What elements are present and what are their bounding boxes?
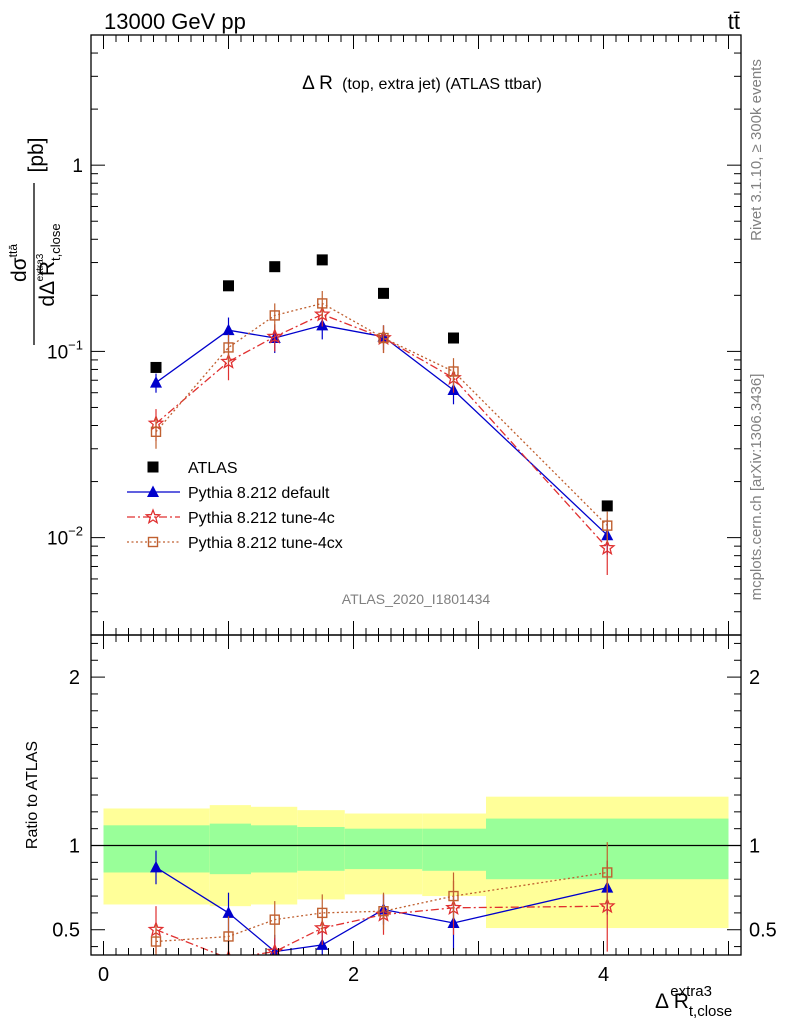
ratio-point-default-0: [150, 860, 162, 873]
legend-label-tune4c: Pythia 8.212 tune-4c: [188, 510, 335, 527]
main-ytick-label: 10−2: [47, 524, 83, 550]
main-point-tune4cx-0: [150, 426, 162, 438]
ylabel-unit: [pb]: [25, 137, 48, 172]
ratio-point-tune4cx-5: [448, 890, 459, 902]
ratio-ytick-label-left: 2: [69, 667, 80, 689]
main-point-atlas-4: [378, 287, 389, 299]
ratio-point-tune4cx-4: [378, 906, 389, 917]
xlabel-sub: t,close: [689, 1003, 732, 1020]
header-energy-label: 13000 GeV pp: [104, 9, 246, 34]
legend-label-atlas: ATLAS: [188, 460, 238, 477]
analysis-tag: ATLAS_2020_I1801434: [342, 591, 491, 607]
main-point-atlas-0: [150, 361, 162, 373]
xtick-label: 0: [98, 964, 109, 986]
ratio-point-default-1: [222, 906, 235, 918]
xlabel-main: Δ R: [655, 990, 689, 1013]
ratio-ytick-label-left: 0.5: [52, 920, 80, 942]
main-series-tune4cx: [150, 291, 613, 543]
main-point-atlas-3: [316, 254, 328, 266]
ratio-ytick-label-right: 0.5: [749, 920, 777, 942]
legend-item-tune4c: Pythia 8.212 tune-4c: [127, 508, 335, 527]
ratio-point-tune4cx-1: [223, 931, 234, 942]
main-line-default: [155, 324, 608, 536]
legend: ATLAS Pythia 8.212 default Pythia 8.212 tu…: [127, 460, 343, 552]
main-point-tune4cx-3: [317, 298, 328, 309]
xtick-label: 4: [598, 964, 609, 986]
main-point-atlas-6: [601, 500, 613, 512]
ratio-point-tune4c-6: [598, 897, 616, 914]
uncertainty-band-inner-3: [297, 827, 345, 871]
legend-marker-default: [147, 485, 159, 497]
ratio-point-tune4cx-6: [602, 867, 613, 878]
main-point-atlas-1: [223, 280, 234, 292]
title-detail: (top, extra jet) (ATLAS ttbar): [342, 76, 542, 93]
main-plot-title: Δ R (top, extra jet) (ATLAS ttbar): [302, 73, 542, 94]
uncertainty-band-inner-2: [251, 825, 298, 873]
ratio-ytick-label-right: 2: [749, 667, 760, 689]
ratio-point-tune4cx-2: [269, 914, 280, 925]
legend-item-default: Pythia 8.212 default: [127, 485, 330, 502]
rivet-info-text: Rivet 3.1.10, ≥ 300k events: [748, 59, 765, 241]
ylabel-numerator: dσ: [8, 257, 31, 282]
ylabel-denominator: dΔ R: [36, 261, 59, 307]
main-point-tune4c-2: [266, 327, 284, 344]
main-point-tune4cx-2: [269, 310, 280, 321]
uncertainty-band-inner-5: [422, 828, 486, 871]
main-point-tune4cx-6: [602, 520, 613, 531]
legend-item-tune4cx: Pythia 8.212 tune-4cx: [127, 535, 343, 552]
ratio-point-tune4cx-0: [150, 936, 162, 947]
main-point-atlas-5: [448, 332, 459, 344]
svg-text:dΔ Rt,closeextra3: dΔ Rt,closeextra3: [35, 223, 63, 306]
ylabel-denominator-sub: t,close: [48, 223, 63, 261]
main-point-tune4cx-5: [448, 366, 459, 377]
main-point-default-1: [222, 323, 235, 336]
main-point-tune4c-1: [220, 352, 237, 369]
main-point-atlas-2: [269, 261, 281, 273]
uncertainty-band-inner-4: [344, 828, 423, 870]
main-point-tune4cx-1: [223, 342, 234, 353]
legend-item-atlas: ATLAS: [147, 460, 238, 477]
ratio-y-axis-label: Ratio to ATLAS: [24, 741, 41, 849]
main-ytick-label: 10−1: [47, 337, 83, 363]
ratio-ytick-label-right: 1: [749, 836, 760, 858]
ratio-point-tune4cx-3: [317, 907, 328, 919]
legend-label-tune4cx: Pythia 8.212 tune-4cx: [188, 535, 343, 552]
ratio-ytick-label-left: 1: [69, 836, 80, 858]
title-observable: Δ R: [302, 73, 333, 94]
main-point-tune4c-6: [598, 539, 616, 556]
main-y-axis-label: dσttā dΔ Rt,closeextra3 [pb]: [6, 137, 63, 345]
uncertainty-band-inner-1: [209, 823, 251, 875]
ylabel-denominator-sup: extra3: [35, 253, 46, 281]
xtick-label: 2: [348, 964, 359, 986]
main-ytick-label: 1: [72, 156, 83, 177]
main-point-tune4cx-4: [378, 332, 389, 344]
main-point-default-0: [150, 376, 162, 388]
main-panel: 10−2 10−1 1 ATLAS Pythia 8.212 default Pythia…: [47, 34, 742, 636]
legend-label-default: Pythia 8.212 default: [188, 485, 330, 502]
mcplots-info-text: mcplots.cern.ch [arXiv:1306.3436]: [748, 374, 765, 601]
legend-marker-tune4c: [144, 508, 162, 525]
header-process-label: tt̄: [728, 9, 740, 34]
ylabel-numerator-sup: ttā: [6, 244, 20, 258]
legend-marker-tune4cx: [147, 536, 159, 548]
svg-text:dσttā: dσttā: [6, 244, 31, 282]
ratio-panel: 0.5 0.5 1 1 2 2 0 2 4: [52, 634, 777, 986]
main-series-atlas: [150, 254, 613, 512]
ratio-series-tune4cx: [150, 842, 613, 955]
x-axis-label: Δ Rt,close extra3: [655, 983, 732, 1020]
xlabel-sup: extra3: [670, 983, 712, 1000]
legend-marker-atlas: [147, 461, 159, 473]
